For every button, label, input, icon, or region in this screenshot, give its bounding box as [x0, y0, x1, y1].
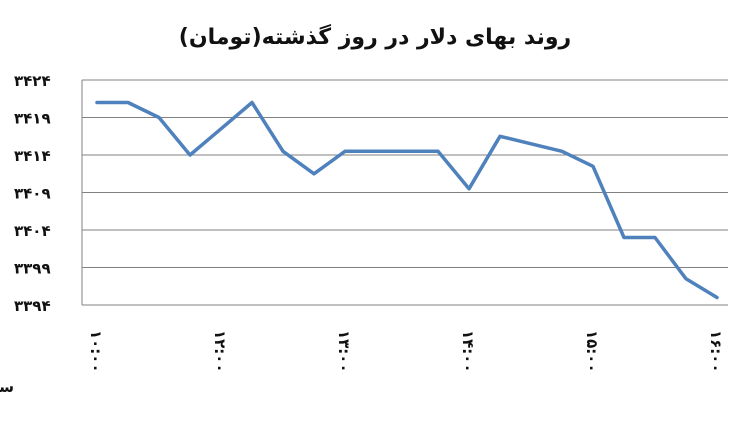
y-tick-label: ۳۴۰۴ — [14, 222, 51, 240]
y-tick-labels: ۳۴۲۴ ۳۴۱۹ ۳۴۱۴ ۳۴۰۹ ۳۴۰۴ ۳۳۹۹ ۳۳۹۴ — [14, 72, 51, 315]
y-tick-label: ۳۳۹۹ — [14, 260, 51, 278]
x-axis-label: ساعت — [0, 378, 14, 396]
x-tick-label: ۱۰:۰۰ — [87, 330, 105, 373]
y-tick-label: ۳۴۰۹ — [14, 185, 51, 203]
x-tick-labels: ۱۰:۰۰ ۱۲:۰۰ ۱۳:۰۰ ۱۴:۰۰ ۱۵:۰۰ ۱۶:۰۰ — [87, 330, 725, 373]
y-tick-label: ۳۴۲۴ — [14, 72, 51, 90]
y-tick-label: ۳۴۱۹ — [14, 110, 51, 128]
chart-title: روند بهای دلار در روز گذشته(تومان) — [179, 23, 571, 50]
grid-lines — [81, 79, 728, 306]
x-tick-label: ۱۵:۰۰ — [583, 330, 601, 373]
x-tick-label: ۱۶:۰۰ — [707, 330, 725, 373]
x-tick-label: ۱۲:۰۰ — [211, 330, 229, 373]
y-tick-label: ۳۴۱۴ — [14, 147, 51, 165]
x-tick-label: ۱۳:۰۰ — [335, 330, 353, 373]
series-line-dollar-price — [95, 100, 719, 300]
y-tick-label: ۳۳۹۴ — [14, 297, 51, 315]
x-tick-label: ۱۴:۰۰ — [459, 330, 477, 373]
series-layer — [95, 100, 719, 300]
